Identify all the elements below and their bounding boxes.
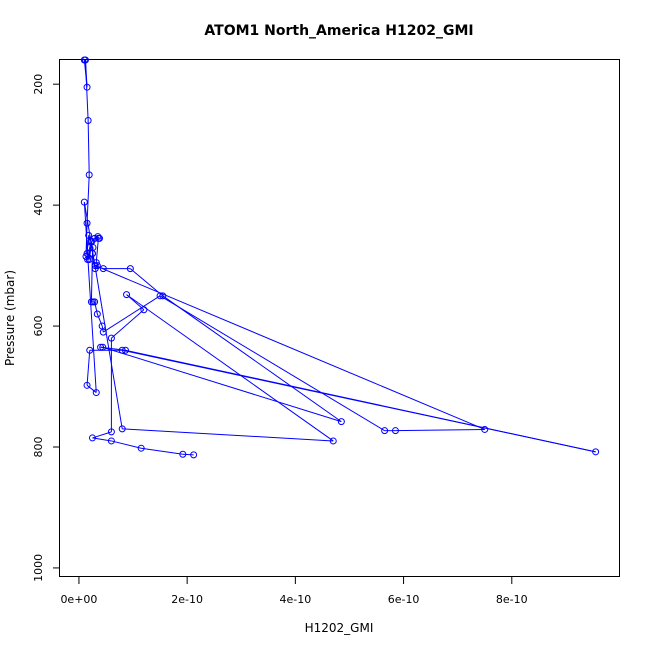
series-segment (111, 440, 142, 449)
series-segment (83, 202, 97, 393)
x-tick-label: 8e-10 (496, 593, 528, 606)
data-point (159, 292, 167, 300)
series-segment (94, 265, 485, 430)
series-segment (100, 346, 126, 351)
series-segment (90, 253, 93, 302)
series-layer (80, 56, 600, 459)
x-tick-label: 4e-10 (279, 593, 311, 606)
data-point (92, 389, 100, 397)
data-point (91, 265, 99, 273)
series-segment (102, 346, 342, 423)
data-point (97, 343, 105, 351)
x-axis-label: H1202_GMI (305, 621, 374, 635)
plot-frame (59, 59, 620, 577)
series-segment (122, 428, 334, 442)
data-point (83, 381, 91, 389)
data-point (85, 171, 93, 179)
data-point (118, 425, 126, 433)
series-segment (395, 428, 485, 432)
data-point (94, 234, 102, 242)
y-axis: 200 400 600 800 1000 (32, 74, 60, 582)
y-tick-label: 200 (32, 74, 45, 95)
series-segment (111, 309, 145, 339)
data-point (99, 328, 107, 336)
data-point (83, 249, 91, 257)
series-segment (95, 238, 99, 263)
series-segment (126, 294, 334, 442)
data-point (337, 418, 345, 426)
data-point (481, 425, 489, 433)
series-segment (126, 294, 145, 311)
x-tick-label: 6e-10 (388, 593, 420, 606)
data-point (156, 292, 164, 300)
x-tick-label: 0e+00 (60, 593, 97, 606)
data-point (121, 346, 129, 354)
y-tick-label: 800 (32, 436, 45, 457)
data-point (329, 437, 337, 445)
data-point (85, 256, 93, 264)
data-point (86, 346, 94, 354)
series-segment (96, 313, 103, 327)
data-point (93, 310, 101, 318)
x-tick-label: 2e-10 (171, 593, 203, 606)
data-point (107, 428, 115, 436)
data-point (83, 83, 91, 91)
data-point (179, 450, 187, 458)
data-point (85, 231, 93, 239)
series-segment (86, 350, 91, 386)
x-axis: 0e+00 2e-10 4e-10 6e-10 8e-10 (60, 577, 528, 606)
data-point (381, 427, 389, 435)
series-segment (83, 202, 123, 429)
data-point (137, 444, 145, 452)
y-tick-label: 400 (32, 195, 45, 216)
series-segment (159, 295, 385, 432)
data-point (88, 249, 96, 257)
data-point (83, 219, 91, 227)
series-segment (130, 268, 164, 297)
data-point (107, 437, 115, 445)
y-tick-label: 600 (32, 316, 45, 337)
series-segment (141, 447, 183, 455)
series-segment (182, 453, 194, 456)
series-segment (122, 349, 596, 453)
series-segment (103, 295, 161, 333)
data-point (118, 346, 126, 354)
series-segment (86, 384, 97, 393)
data-point (91, 262, 99, 270)
data-point (91, 298, 99, 306)
data-point (126, 265, 134, 273)
data-point (80, 198, 88, 206)
chart-title: ATOM1 North_America H1202_GMI (204, 23, 473, 39)
data-point (107, 334, 115, 342)
data-point (190, 451, 198, 459)
series-segment (86, 174, 90, 224)
y-tick-label: 1000 (32, 554, 45, 582)
data-point (123, 291, 131, 299)
data-point (84, 116, 92, 124)
series-segment (87, 120, 90, 175)
data-point (140, 306, 148, 314)
data-point (391, 427, 399, 435)
data-point (99, 343, 107, 351)
data-point (99, 265, 107, 273)
y-axis-label: Pressure (mbar) (3, 270, 17, 366)
data-point (88, 434, 96, 442)
series-segment (162, 295, 342, 423)
data-point (81, 56, 89, 64)
data-point (592, 448, 600, 456)
